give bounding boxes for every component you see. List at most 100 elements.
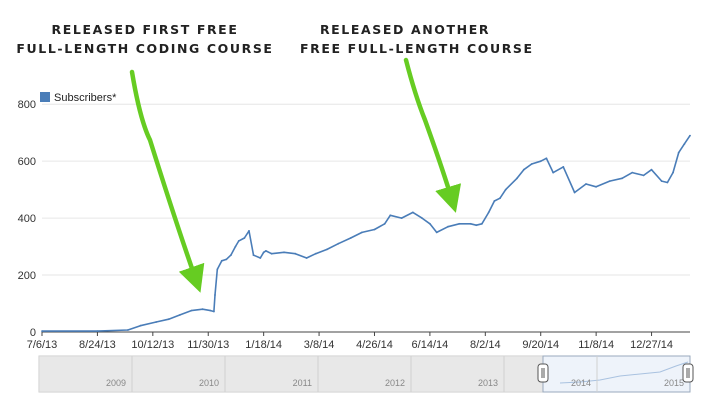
data-point xyxy=(96,330,99,332)
data-point xyxy=(237,240,240,242)
data-point xyxy=(552,171,555,174)
x-tick-label: 3/8/14 xyxy=(304,339,335,351)
axes: 0 200 400 600 800 7/6/13 8/24/13 10/12/13 11/30/… xyxy=(18,99,690,351)
legend: Subscribers* xyxy=(40,92,117,104)
data-point xyxy=(361,231,363,234)
range-navigator[interactable]: 2009 2010 2011 2012 2013 2014 2015 xyxy=(38,355,694,393)
data-point xyxy=(421,217,423,220)
data-point xyxy=(389,214,392,217)
data-point xyxy=(305,257,308,259)
data-point xyxy=(294,252,297,255)
navigator-year-label: 2014 xyxy=(571,378,591,388)
navigator-selection[interactable] xyxy=(542,355,691,393)
data-point xyxy=(530,163,533,165)
navigator-year-label: 2015 xyxy=(664,378,684,388)
annotation-second-course: RELEASED ANOTHER FREE FULL-LENGTH COURSE xyxy=(300,20,534,58)
x-tick-label: 6/14/14 xyxy=(412,339,449,351)
data-point xyxy=(314,252,317,255)
data-point xyxy=(677,151,680,154)
x-tick-label: 12/27/14 xyxy=(630,339,673,351)
data-point xyxy=(190,309,193,312)
x-tick-label: 11/8/14 xyxy=(578,339,614,351)
data-point xyxy=(400,217,403,220)
y-tick-label: 600 xyxy=(18,156,36,168)
data-point xyxy=(573,191,576,194)
y-tick-label: 800 xyxy=(18,99,36,111)
data-point xyxy=(220,259,223,262)
data-point xyxy=(283,251,285,254)
legend-swatch xyxy=(40,92,50,102)
data-point xyxy=(650,168,653,171)
data-point xyxy=(493,200,496,202)
data-point xyxy=(337,242,340,245)
data-point xyxy=(585,183,587,185)
data-point xyxy=(522,168,525,171)
data-point xyxy=(326,248,328,251)
x-tick-label: 7/6/13 xyxy=(27,339,58,351)
navigator-year-label: 2012 xyxy=(385,378,405,388)
data-point xyxy=(349,237,352,239)
data-point xyxy=(209,309,212,312)
y-tick-label: 200 xyxy=(18,270,36,282)
annotation-line: RELEASED FIRST FREE xyxy=(51,22,239,37)
data-point xyxy=(545,157,548,160)
navigator-mask xyxy=(39,356,543,392)
data-point xyxy=(447,225,449,228)
data-point xyxy=(265,250,267,252)
data-point xyxy=(562,166,565,168)
data-point xyxy=(631,171,634,174)
data-point xyxy=(458,222,461,225)
data-point xyxy=(201,308,204,311)
data-point xyxy=(481,222,483,225)
data-point xyxy=(216,268,219,271)
data-point xyxy=(608,180,611,183)
y-tick-label: 0 xyxy=(30,327,36,339)
data-point xyxy=(429,222,431,225)
x-tick-label: 11/30/13 xyxy=(187,339,229,351)
annotation-line: FREE FULL-LENGTH COURSE xyxy=(300,41,534,56)
data-point xyxy=(689,134,691,137)
data-point xyxy=(262,251,265,254)
x-tick-label: 1/18/14 xyxy=(245,339,282,351)
navigator-year-label: 2013 xyxy=(478,378,498,388)
navigator-year-label: 2011 xyxy=(293,378,312,388)
data-point xyxy=(504,188,507,191)
navigator-right-handle[interactable] xyxy=(682,363,694,383)
arrow-second-course xyxy=(403,57,462,213)
navigator-year-label: 2009 xyxy=(106,378,126,388)
data-point xyxy=(230,254,232,256)
data-point xyxy=(383,222,386,225)
annotation-line: RELEASED ANOTHER xyxy=(319,22,491,37)
data-point xyxy=(248,230,250,232)
data-point xyxy=(270,252,273,255)
data-point xyxy=(642,174,645,177)
series-layer xyxy=(41,134,691,332)
navigator-left-handle[interactable] xyxy=(537,363,549,383)
data-point xyxy=(499,197,501,200)
legend-label: Subscribers* xyxy=(54,92,117,104)
x-tick-label: 10/12/13 xyxy=(131,339,174,351)
data-point xyxy=(252,254,255,256)
x-tick-label: 4/26/14 xyxy=(356,339,393,351)
arrow-first-course xyxy=(129,69,205,293)
data-point xyxy=(155,321,158,323)
y-tick-label: 400 xyxy=(18,213,36,225)
x-tick-label: 8/24/13 xyxy=(79,339,116,351)
annotation-arrows xyxy=(129,57,462,293)
data-point xyxy=(243,237,246,239)
data-point xyxy=(475,224,478,227)
data-point xyxy=(516,177,518,180)
navigator-year-label: 2010 xyxy=(199,378,219,388)
data-point xyxy=(660,180,663,183)
annotation-first-course: RELEASED FIRST FREE FULL-LENGTH CODING C… xyxy=(10,20,280,58)
navigator-year-labels: 2009 2010 2011 2012 2013 2014 2015 xyxy=(106,356,684,392)
data-point xyxy=(539,160,542,163)
data-point xyxy=(469,222,472,225)
data-point xyxy=(41,330,43,332)
x-tick-label: 8/2/14 xyxy=(470,339,501,351)
data-point xyxy=(621,177,623,180)
annotation-line: FULL-LENGTH CODING COURSE xyxy=(16,41,274,56)
data-point xyxy=(672,171,674,174)
data-point xyxy=(595,185,597,188)
